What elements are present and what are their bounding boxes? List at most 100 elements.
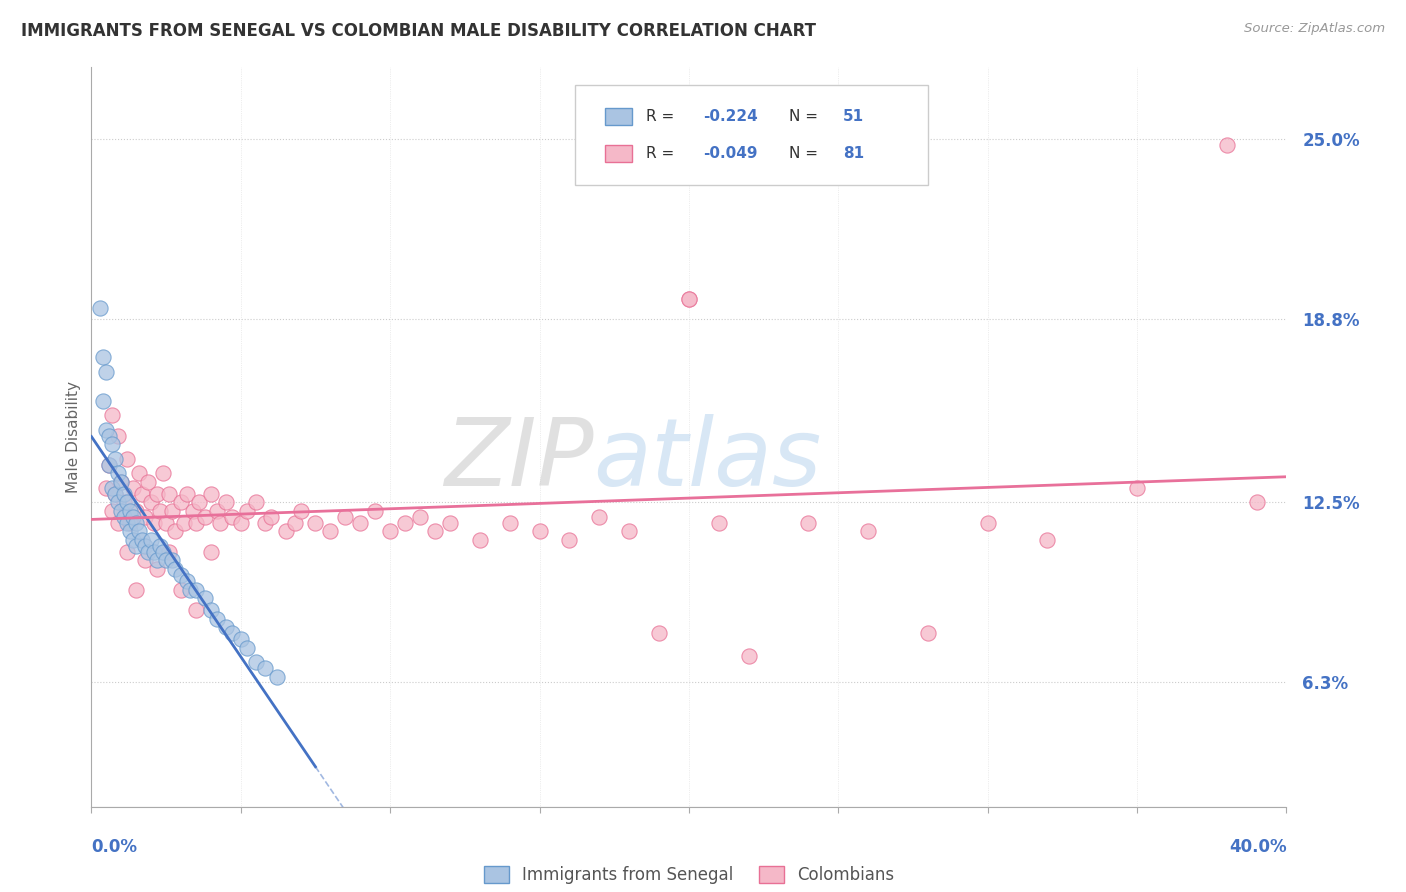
Point [284, 516, 307, 530]
Point [253, 516, 276, 530]
Point [128, 467, 150, 481]
Point [120, 516, 142, 530]
Point [1246, 495, 1268, 509]
Point [107, 467, 129, 481]
Point [93, 350, 115, 364]
FancyBboxPatch shape [605, 108, 631, 125]
Point [619, 524, 641, 539]
Point [229, 516, 252, 530]
Text: R =: R = [645, 146, 679, 161]
Point [253, 661, 276, 675]
Point [110, 504, 132, 518]
Point [737, 649, 759, 664]
Point [917, 626, 939, 640]
Point [152, 545, 174, 559]
Legend: Immigrants from Senegal, Colombians: Immigrants from Senegal, Colombians [484, 866, 894, 884]
Point [96, 481, 118, 495]
Point [170, 582, 193, 597]
Point [146, 486, 169, 500]
Point [290, 504, 312, 518]
Point [200, 603, 222, 617]
Point [107, 428, 129, 442]
Point [104, 486, 127, 500]
Point [364, 504, 387, 518]
Point [170, 495, 193, 509]
Point [678, 292, 700, 306]
Point [146, 553, 169, 567]
Point [146, 562, 169, 576]
Point [245, 655, 267, 669]
Point [215, 620, 238, 634]
Point [141, 495, 163, 509]
Point [115, 451, 138, 466]
Point [439, 516, 461, 530]
Point [125, 582, 148, 597]
Point [468, 533, 491, 548]
Point [184, 603, 207, 617]
Point [155, 553, 177, 567]
Point [229, 632, 252, 646]
Point [134, 539, 156, 553]
Point [155, 516, 177, 530]
Point [134, 510, 156, 524]
Point [122, 510, 145, 524]
Point [101, 437, 124, 451]
Point [107, 495, 129, 509]
Point [120, 504, 142, 518]
Text: 51: 51 [844, 109, 865, 124]
Point [235, 504, 259, 518]
Point [136, 545, 159, 559]
Point [160, 553, 183, 567]
Point [304, 516, 326, 530]
Point [215, 495, 238, 509]
Point [125, 504, 148, 518]
Point [157, 486, 180, 500]
Point [112, 495, 135, 509]
Point [120, 524, 142, 539]
Text: N =: N = [789, 109, 823, 124]
Point [170, 568, 193, 582]
Point [529, 524, 551, 539]
Point [205, 504, 228, 518]
Point [259, 510, 281, 524]
Point [349, 516, 371, 530]
Point [152, 467, 174, 481]
Point [205, 611, 228, 625]
Point [115, 545, 138, 559]
Point [107, 516, 129, 530]
Point [797, 516, 820, 530]
Point [173, 516, 195, 530]
Point [194, 591, 217, 606]
Point [98, 428, 121, 442]
Point [125, 516, 148, 530]
Point [98, 458, 121, 472]
Point [1216, 138, 1239, 153]
Point [149, 504, 172, 518]
Point [134, 553, 156, 567]
Y-axis label: Male Disability: Male Disability [66, 381, 82, 493]
Point [208, 516, 231, 530]
Point [101, 481, 124, 495]
Point [163, 524, 186, 539]
Text: 40.0%: 40.0% [1229, 838, 1286, 855]
Point [176, 574, 198, 588]
Text: ZIP: ZIP [444, 414, 593, 505]
Point [558, 533, 581, 548]
FancyBboxPatch shape [605, 145, 631, 161]
Point [200, 545, 222, 559]
Point [1126, 481, 1149, 495]
Text: -0.049: -0.049 [703, 146, 758, 161]
Point [122, 533, 145, 548]
Text: 0.0%: 0.0% [91, 838, 138, 855]
Point [707, 516, 730, 530]
Point [380, 524, 402, 539]
Point [157, 545, 180, 559]
Text: N =: N = [789, 146, 823, 161]
Point [125, 539, 148, 553]
Point [678, 292, 700, 306]
Point [112, 510, 135, 524]
Point [319, 524, 342, 539]
Point [179, 582, 201, 597]
Text: R =: R = [645, 109, 679, 124]
Point [104, 451, 127, 466]
